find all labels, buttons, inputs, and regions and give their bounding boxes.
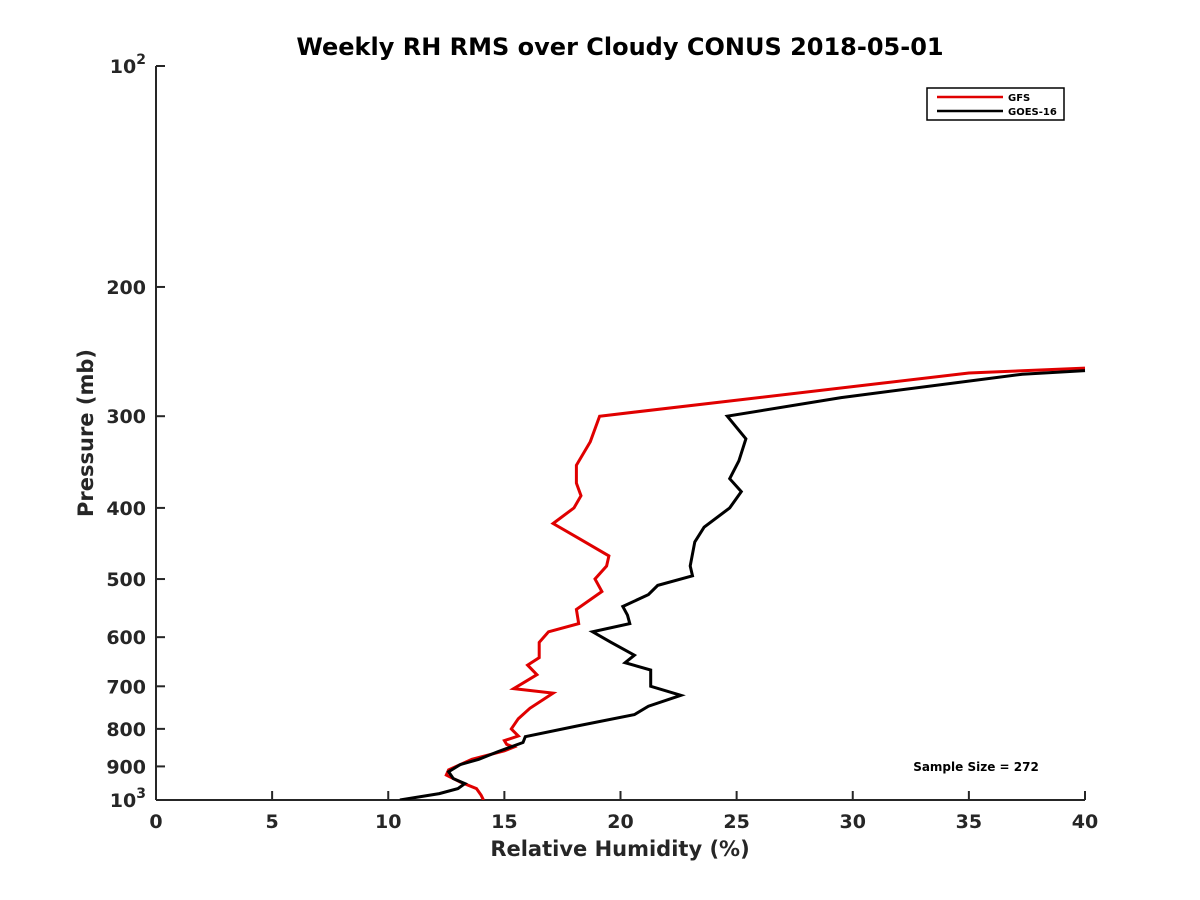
y-tick-label: 600 bbox=[106, 627, 146, 649]
x-tick-label: 0 bbox=[149, 811, 162, 833]
legend-label-goes16: GOES-16 bbox=[1008, 107, 1057, 118]
y-ticks: 102 200 300 400 500 600 700 800 900 103 bbox=[106, 52, 165, 812]
x-tick-label: 40 bbox=[1072, 811, 1098, 833]
x-tick-label: 35 bbox=[956, 811, 982, 833]
x-tick-label: 25 bbox=[723, 811, 749, 833]
x-tick-label: 30 bbox=[840, 811, 866, 833]
y-tick-label: 200 bbox=[106, 277, 146, 299]
y-axis-label: Pressure (mb) bbox=[74, 349, 98, 517]
x-tick-label: 5 bbox=[266, 811, 279, 833]
y-tick-label: 800 bbox=[106, 719, 146, 741]
y-tick-label: 500 bbox=[106, 569, 146, 591]
y-tick-label: 103 bbox=[110, 786, 146, 812]
chart-title: Weekly RH RMS over Cloudy CONUS 2018-05-… bbox=[296, 33, 943, 61]
y-tick-label: 300 bbox=[106, 406, 146, 428]
x-tick-label: 20 bbox=[607, 811, 633, 833]
y-tick-label: 700 bbox=[106, 676, 146, 698]
legend-label-gfs: GFS bbox=[1008, 93, 1030, 104]
x-tick-label: 15 bbox=[491, 811, 517, 833]
legend: GFS GOES-16 bbox=[926, 87, 1065, 121]
x-axis-label: Relative Humidity (%) bbox=[490, 837, 749, 861]
legend-box bbox=[926, 87, 1065, 121]
series-line-gfs bbox=[444, 366, 1086, 800]
y-tick-label: 102 bbox=[110, 52, 146, 78]
sample-size-annotation: Sample Size = 272 bbox=[913, 760, 1039, 774]
y-tick-label: 400 bbox=[106, 498, 146, 520]
series-line-goes16 bbox=[399, 369, 1086, 800]
y-tick-label: 900 bbox=[106, 756, 146, 778]
x-ticks: 0 5 10 15 20 25 30 35 40 bbox=[149, 791, 1098, 833]
series-group bbox=[399, 366, 1086, 800]
axes bbox=[155, 66, 1085, 801]
x-tick-label: 10 bbox=[375, 811, 401, 833]
